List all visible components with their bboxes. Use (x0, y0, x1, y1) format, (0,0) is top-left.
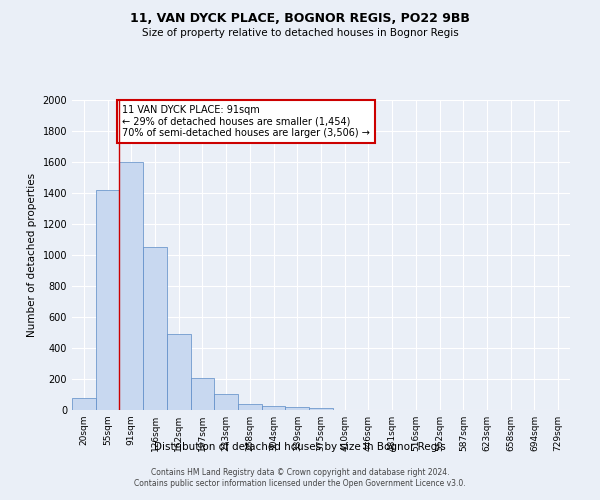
Text: Contains HM Land Registry data © Crown copyright and database right 2024.
Contai: Contains HM Land Registry data © Crown c… (134, 468, 466, 487)
Text: Distribution of detached houses by size in Bognor Regis: Distribution of detached houses by size … (154, 442, 446, 452)
Text: 11 VAN DYCK PLACE: 91sqm
← 29% of detached houses are smaller (1,454)
70% of sem: 11 VAN DYCK PLACE: 91sqm ← 29% of detach… (122, 104, 370, 138)
Bar (143, 247, 167, 410)
Bar (309, 408, 333, 410)
Text: 11, VAN DYCK PLACE, BOGNOR REGIS, PO22 9BB: 11, VAN DYCK PLACE, BOGNOR REGIS, PO22 9… (130, 12, 470, 26)
Bar (286, 407, 309, 410)
Bar (72, 398, 96, 410)
Text: Size of property relative to detached houses in Bognor Regis: Size of property relative to detached ho… (142, 28, 458, 38)
Bar (167, 334, 191, 410)
Bar (262, 406, 286, 410)
Bar (191, 378, 214, 410)
Bar (119, 162, 143, 410)
Y-axis label: Number of detached properties: Number of detached properties (27, 173, 37, 337)
Bar (238, 404, 262, 410)
Bar (214, 394, 238, 410)
Bar (96, 190, 119, 410)
